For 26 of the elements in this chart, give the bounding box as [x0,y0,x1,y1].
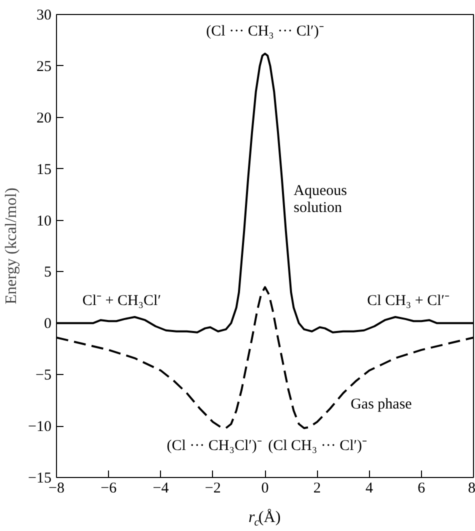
y-tick-label: 30 [36,8,52,24]
y-tick-label: −15 [28,470,52,486]
annotation: Aqueous solution [294,183,348,216]
y-tick-label: 15 [36,162,52,178]
annotation: (Cl ··· CH₃Cl′)⁻ [166,438,262,454]
annotation: (Cl ··· CH₃ ··· Cl′)⁻ [206,24,324,40]
y-axis-title: Energy (kcal/mol) [3,188,20,304]
x-tick-label: −6 [100,480,118,496]
y-tick-label: 5 [44,264,52,281]
x-tick-label: −4 [152,480,170,496]
x-tick-label: 0 [261,480,269,496]
y-tick-label: −10 [28,419,52,436]
y-tick-label: 0 [44,316,52,332]
y-tick-label: 10 [36,213,52,230]
x-tick-label: 4 [366,480,374,496]
annotation: Cl⁻ + CH₃Cl′ [82,292,161,309]
y-tick-label: 25 [36,58,52,75]
y-tick-label: −5 [36,368,52,384]
y-tick-label: 20 [36,110,52,126]
x-tick-label: 8 [468,480,475,496]
annotation: (Cl CH₃ ··· Cl′)⁻ [268,438,368,454]
x-tick-label: −2 [204,480,221,496]
annotation: Gas phase [350,396,412,412]
x-tick-label: 6 [418,480,426,496]
annotation: Cl CH₃ + Cl′⁻ [367,292,450,309]
x-tick-label: 2 [313,480,321,496]
